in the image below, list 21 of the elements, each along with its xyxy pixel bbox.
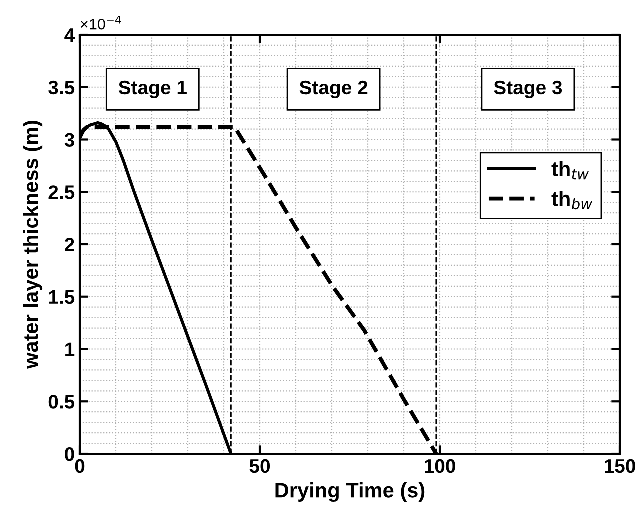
annotation: Stage 3 <box>494 80 562 99</box>
legend-label: th$_{tw}$ <box>552 161 590 180</box>
y-tick-label: 2 <box>65 238 74 252</box>
y-tick-label: 1 <box>66 342 75 356</box>
y-axis-title: water layer thickness (m) <box>23 121 43 370</box>
y-tick-label: 1.5 <box>49 290 75 304</box>
x-tick-label: 0 <box>75 459 85 474</box>
y-tick-label: 2.5 <box>48 186 75 200</box>
annotation: Stage 2 <box>300 80 368 99</box>
y-tick-label: 0.5 <box>48 395 75 409</box>
y-tick-label: 3 <box>64 133 74 148</box>
x-tick-label: 150 <box>605 459 636 474</box>
y-tick-label: 0 <box>65 447 74 462</box>
x-tick-label: 100 <box>425 459 456 474</box>
legend-label: th$_{bw}$ <box>552 190 593 210</box>
annotation: Stage 1 <box>118 80 187 99</box>
text: ×10$^{−4}$ <box>81 16 122 30</box>
y-tick-label: 4 <box>64 28 76 42</box>
y-tick-label: 3.5 <box>48 80 75 95</box>
x-axis-title: Drying Time (s) <box>276 482 425 502</box>
x-tick-label: 50 <box>250 459 270 474</box>
